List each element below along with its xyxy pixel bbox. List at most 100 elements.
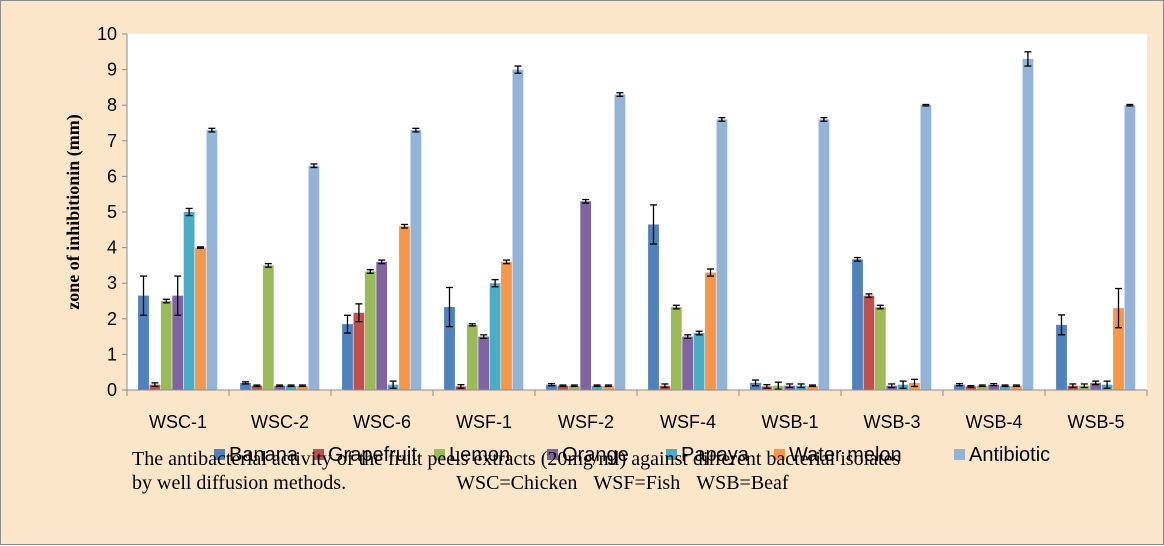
error-bar	[967, 385, 975, 388]
bar-water-melon-wsf-2	[603, 385, 614, 390]
error-bar	[559, 384, 567, 388]
bar-orange-wsb-5	[1090, 382, 1102, 390]
y-tick-label: 9	[107, 60, 117, 80]
y-tick-label: 10	[97, 24, 117, 44]
bar-orange-wsf-1	[478, 336, 490, 390]
bar-orange-wsc-2	[274, 385, 286, 390]
error-bar	[809, 384, 816, 388]
bar-papaya-wsb-4	[999, 385, 1011, 390]
error-bar	[956, 382, 963, 387]
bar-antibiotic-wsc-2	[308, 165, 320, 390]
x-tick-label: WSB-3	[863, 412, 920, 432]
error-bar	[786, 383, 794, 389]
error-bar	[1092, 380, 1100, 386]
error-bar	[162, 298, 170, 304]
legend-label-papaya: Papaya	[681, 444, 750, 466]
error-bar	[480, 334, 488, 340]
x-tick-label: WSC-6	[353, 412, 411, 432]
error-bar	[389, 380, 397, 389]
error-bar	[820, 117, 828, 122]
error-bar	[174, 275, 182, 316]
error-bar	[593, 384, 601, 388]
bar-water-melon-wsb-1	[807, 385, 818, 390]
y-tick-label: 5	[107, 202, 117, 222]
bar-papaya-wsf-1	[489, 283, 501, 390]
caption-method: by well diffusion methods.	[132, 472, 347, 494]
error-bar	[707, 268, 714, 277]
error-bar	[1080, 383, 1088, 389]
x-tick-label: WSB-5	[1067, 412, 1124, 432]
error-bar	[378, 259, 386, 265]
legend-label-water-melon: Water melon	[789, 444, 902, 466]
bar-water-melon-wsb-4	[1011, 385, 1022, 390]
bar-orange-wsf-2	[580, 201, 592, 390]
bar-grapefruit-wsc-1	[149, 384, 161, 390]
error-bar	[310, 163, 318, 169]
error-bar	[412, 127, 420, 133]
bar-lemon-wsc-1	[160, 301, 172, 390]
error-bar	[185, 207, 193, 217]
error-bar	[140, 275, 147, 316]
bar-banana-wsb-1	[750, 382, 761, 390]
error-bar	[491, 278, 499, 288]
legend-swatch-papaya	[666, 449, 677, 460]
y-tick-label: 0	[107, 380, 117, 400]
error-bar	[922, 103, 930, 107]
bar-antibiotic-wsc-6	[410, 130, 422, 390]
error-bar	[774, 381, 782, 390]
bar-water-melon-wsf-1	[501, 261, 512, 390]
y-tick-label: 4	[107, 238, 117, 258]
bar-orange-wsc-1	[172, 295, 184, 390]
error-bar	[570, 384, 578, 388]
caption-key-beef: WSB=Beaf	[696, 472, 789, 494]
legend: Banana Grapefruit Lemon Orange Papaya Water m…	[214, 444, 1050, 466]
error-bar	[865, 293, 873, 299]
plot-area	[127, 34, 1147, 390]
bar-lemon-wsf-2	[568, 385, 580, 390]
axes-layer: 0 1 2 3 4 5 6 7 8 9 10 WSC-1 WSC-2 WSC-6 WSF-1 WSF-2 WSF…	[97, 24, 1148, 432]
legend-swatch-grapefruit	[313, 449, 324, 460]
error-bar	[287, 384, 295, 388]
bar-antibiotic-wsf-4	[716, 119, 728, 390]
bar-lemon-wsb-4	[976, 385, 988, 390]
error-bar	[854, 256, 861, 262]
legend-label-orange: Orange	[562, 444, 629, 466]
error-bar	[264, 262, 272, 268]
bar-papaya-wsf-4	[693, 333, 705, 390]
error-bar	[1126, 103, 1134, 107]
error-bar	[1103, 380, 1111, 389]
bar-papaya-wsc-1	[183, 212, 195, 390]
figure-caption: The antibacterial activity of the fruit …	[132, 447, 1142, 495]
bar-papaya-wsc-2	[285, 385, 297, 390]
caption-line-2: by well diffusion methods. WSC=Chicken WSF…	[132, 471, 1142, 495]
legend-label-lemon: Lemon	[449, 444, 510, 466]
error-bar	[1115, 287, 1122, 329]
error-bar	[876, 304, 884, 310]
bar-antibiotic-wsc-1	[206, 130, 218, 390]
bar-orange-wsc-6	[376, 261, 388, 390]
bar-water-melon-wsc-6	[399, 226, 410, 390]
bar-grapefruit-wsb-4	[965, 386, 977, 390]
error-bar	[457, 384, 465, 389]
error-bar	[344, 314, 351, 334]
bar-grapefruit-wsb-3	[863, 295, 875, 390]
error-bar	[899, 380, 907, 389]
bar-lemon-wsf-1	[466, 324, 478, 390]
bar-antibiotic-wsb-1	[818, 119, 830, 390]
error-bar	[661, 383, 669, 389]
error-bar	[503, 259, 510, 265]
x-tick-label: WSF-2	[558, 412, 614, 432]
error-bar	[978, 384, 986, 388]
error-bar	[582, 198, 590, 204]
error-bar	[468, 323, 476, 327]
bar-banana-wsb-3	[852, 259, 863, 390]
bar-water-melon-wsf-4	[705, 272, 716, 390]
bar-banana-wsc-1	[138, 295, 149, 390]
bars-layer	[138, 51, 1136, 391]
legend-label-grapefruit: Grapefruit	[328, 444, 417, 466]
legend-label-antibiotic: Antibiotic	[969, 444, 1050, 466]
error-bar	[763, 384, 771, 389]
error-bar	[672, 304, 680, 310]
legend-swatch-antibiotic	[954, 449, 965, 460]
